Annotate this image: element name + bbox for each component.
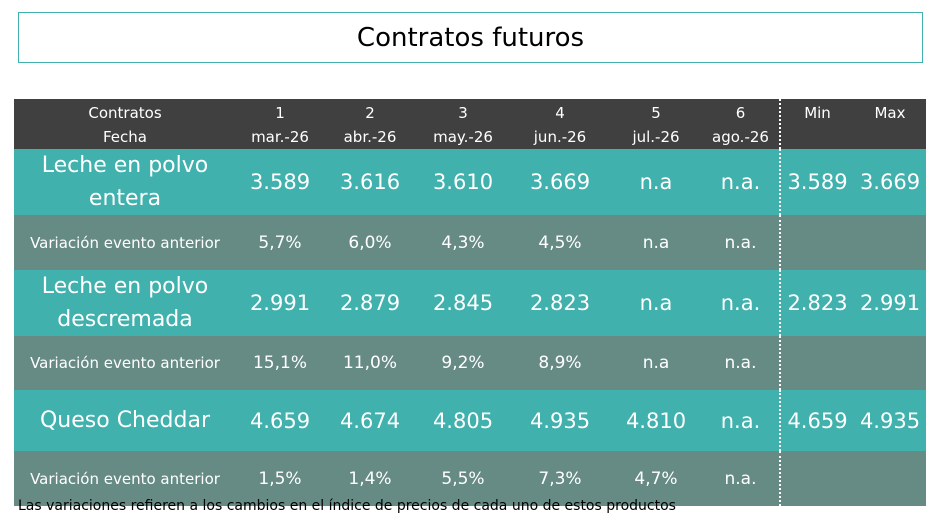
variation-cell: 9,2%	[441, 353, 485, 373]
price-cell: 4.805	[432, 408, 494, 433]
contract-num: 1	[275, 104, 285, 122]
header-row: Contratos Fecha 1 mar.-26 2 abr.-26 3 may.-2…	[14, 99, 926, 149]
fecha-label: Fecha	[103, 128, 147, 146]
price-cell: 4.935	[529, 408, 591, 433]
price-cell: n.a.	[702, 270, 781, 336]
contratos-label: Contratos	[88, 104, 162, 122]
variation-cell: 8,9%	[538, 353, 582, 373]
variation-cell: 4,5%	[538, 232, 582, 253]
variation-label: Variación evento anterior	[30, 469, 220, 488]
contract-num: 3	[458, 104, 468, 122]
header-col: 6 ago.-26	[702, 99, 781, 149]
price-cell: 4.810	[625, 408, 687, 433]
header-min: Min	[804, 104, 831, 122]
variation-cell: n.a.	[702, 215, 781, 270]
contract-date: abr.-26	[343, 128, 397, 146]
variation-cell: 6,0%	[348, 232, 392, 253]
variation-cell: 4,7%	[634, 468, 678, 489]
product-row: Leche en polvo entera 3.589 3.616 3.610 3.66…	[14, 149, 926, 215]
contract-num: 4	[555, 104, 565, 122]
max-empty	[854, 215, 926, 270]
variation-row: Variación evento anterior 15,1% 11,0% 9,2% 8…	[14, 336, 926, 390]
price-cell: 4.674	[339, 408, 401, 433]
price-cell: 3.669	[529, 170, 591, 194]
price-cell: 4.659	[249, 408, 311, 433]
price-cell: 2.823	[529, 291, 591, 315]
max-empty	[854, 336, 926, 390]
max-empty	[854, 451, 926, 506]
variation-cell: 7,3%	[538, 468, 582, 489]
header-label: Contratos Fecha	[14, 99, 236, 149]
variation-cell: n.a.	[702, 451, 781, 506]
min-cell: 4.659	[787, 408, 848, 433]
min-cell: 2.823	[787, 291, 848, 315]
contract-date: mar.-26	[251, 128, 309, 146]
contract-date: may.-26	[433, 128, 493, 146]
product-row: Queso Cheddar 4.659 4.674 4.805 4.935 4.810 n.…	[14, 390, 926, 451]
variation-cell: 5,5%	[441, 468, 485, 489]
price-cell: 2.845	[432, 291, 494, 315]
variation-cell: 4,3%	[441, 232, 485, 253]
variation-label: Variación evento anterior	[30, 354, 220, 372]
header-col: 2 abr.-26	[324, 99, 416, 149]
variation-cell: n.a	[642, 232, 670, 253]
max-cell: 3.669	[859, 170, 921, 194]
contract-num: 5	[651, 104, 661, 122]
product-name: Leche en polvo entera	[41, 153, 209, 211]
footer-note: Las variaciones refieren a los cambios e…	[18, 498, 676, 514]
price-cell: n.a	[639, 170, 673, 194]
min-empty	[780, 215, 854, 270]
variation-cell: n.a	[642, 353, 670, 373]
variation-cell: 11,0%	[342, 353, 397, 373]
max-cell: 2.991	[859, 291, 921, 315]
header-col: 4 jun.-26	[510, 99, 610, 149]
product-name: Queso Cheddar	[39, 408, 210, 433]
futures-table: Contratos Fecha 1 mar.-26 2 abr.-26 3 may.-2…	[14, 99, 926, 506]
variation-row: Variación evento anterior 1,5% 1,4% 5,5% 7,3…	[14, 451, 926, 506]
price-cell: 3.616	[339, 170, 401, 194]
variation-cell: 1,4%	[348, 468, 392, 489]
contract-date: ago.-26	[712, 128, 769, 146]
header-col: 5 jul.-26	[610, 99, 702, 149]
header-col: 1 mar.-26	[236, 99, 324, 149]
title-box: Contratos futuros	[18, 12, 923, 63]
price-cell: 2.991	[249, 291, 311, 315]
variation-cell: 15,1%	[252, 353, 307, 373]
page-title: Contratos futuros	[356, 22, 585, 53]
product-name: Leche en polvo descremada	[41, 274, 209, 332]
min-empty	[780, 451, 854, 506]
variation-label: Variación evento anterior	[30, 233, 220, 252]
header-col: 3 may.-26	[416, 99, 510, 149]
variation-cell: 1,5%	[258, 468, 302, 489]
product-row: Leche en polvo descremada 2.991 2.879 2.845…	[14, 270, 926, 336]
min-empty	[780, 336, 854, 390]
max-cell: 4.935	[859, 408, 921, 433]
price-cell: 3.589	[249, 170, 311, 194]
contract-date: jun.-26	[533, 128, 587, 146]
price-cell: n.a.	[702, 149, 781, 215]
variation-row: Variación evento anterior 5,7% 6,0% 4,3% 4,5…	[14, 215, 926, 270]
contract-num: 2	[365, 104, 375, 122]
contract-num: 6	[735, 104, 746, 122]
contract-date: jul.-26	[632, 128, 680, 146]
header-max: Max	[874, 104, 906, 122]
min-cell: 3.589	[787, 170, 848, 194]
variation-cell: 5,7%	[258, 232, 302, 253]
variation-cell: n.a.	[702, 336, 781, 390]
price-cell: n.a	[639, 291, 673, 315]
price-cell: 2.879	[339, 291, 401, 315]
price-cell: n.a.	[702, 390, 781, 451]
price-cell: 3.610	[432, 170, 494, 194]
